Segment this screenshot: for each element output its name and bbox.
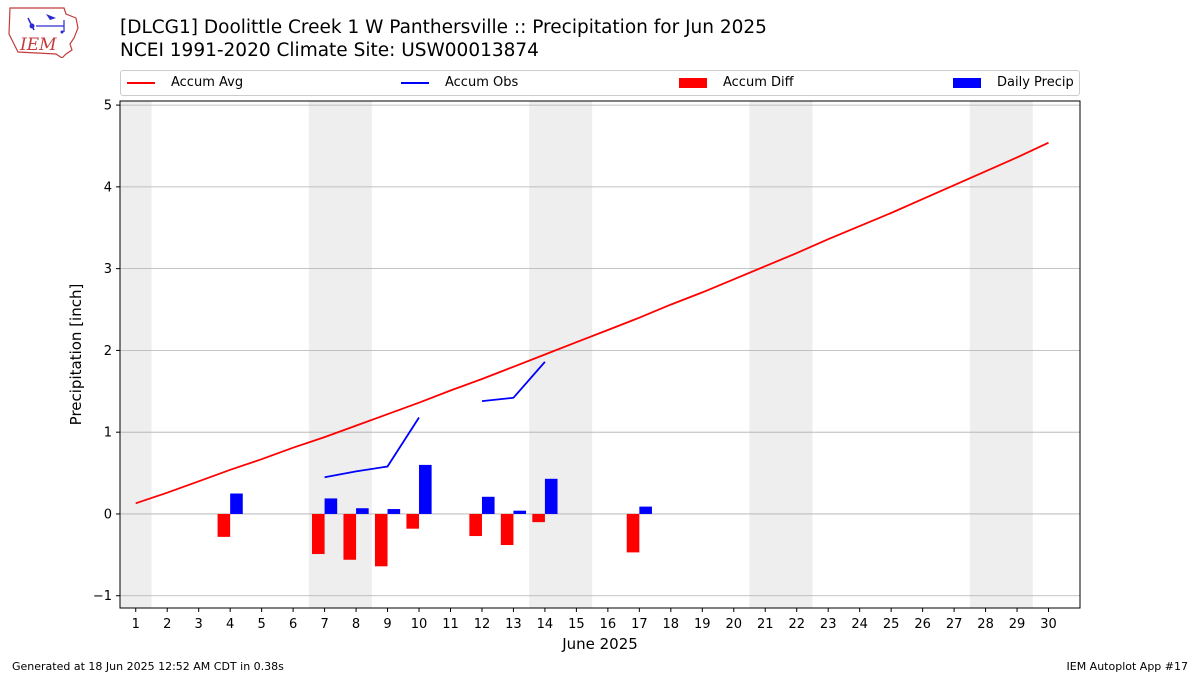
x-tick-label: 26: [914, 617, 931, 632]
bar-accum-diff: [406, 513, 420, 529]
y-tick-label: −1: [93, 589, 112, 604]
bar-accum-diff: [311, 513, 325, 555]
footer-generated: Generated at 18 Jun 2025 12:52 AM CDT in…: [12, 660, 284, 673]
line-accum-avg: [135, 141, 1049, 505]
bar-accum-diff: [532, 513, 545, 523]
x-tick-label: 23: [820, 617, 837, 632]
footer-app: IEM Autoplot App #17: [1066, 660, 1189, 673]
x-tick-label: 2: [163, 617, 171, 632]
bar-daily-precip: [544, 478, 558, 514]
x-tick-label: 7: [320, 617, 328, 632]
x-tick-label: 27: [946, 617, 963, 632]
legend-label-accum-diff: Accum Diff: [723, 75, 794, 90]
line-accum-obs: [324, 417, 420, 479]
x-tick-label: 17: [631, 617, 648, 632]
chart-legend: Accum Avg Accum Obs Accum Diff Daily Pre…: [120, 70, 1080, 96]
y-tick-label: 2: [104, 344, 112, 359]
x-tick-label: 20: [725, 617, 742, 632]
bar-accum-diff: [469, 513, 482, 537]
chart-title: [DLCG1] Doolittle Creek 1 W Panthersvill…: [120, 17, 767, 38]
x-tick-label: 16: [600, 617, 617, 632]
y-tick-label: 4: [104, 180, 112, 195]
weekend-shade: [969, 101, 1033, 608]
legend-swatch-accum-diff: [679, 78, 707, 88]
bar-accum-diff: [343, 513, 357, 560]
x-tick-label: 25: [883, 617, 900, 632]
x-tick-label: 22: [788, 617, 805, 632]
legend-swatch-accum-obs: [401, 82, 429, 84]
x-tick-label: 8: [352, 617, 360, 632]
bar-accum-diff: [374, 513, 388, 567]
legend-label-daily-precip: Daily Precip: [997, 75, 1074, 90]
y-tick-label: 3: [104, 262, 112, 277]
bar-daily-precip: [419, 464, 432, 514]
x-tick-label: 6: [289, 617, 297, 632]
y-tick-label: 5: [104, 99, 112, 114]
y-tick-label: 1: [104, 426, 112, 441]
bar-accum-diff: [217, 513, 231, 537]
x-tick-label: 18: [663, 617, 680, 632]
bar-daily-precip: [387, 509, 401, 514]
bar-daily-precip: [513, 510, 527, 514]
x-tick-label: 9: [383, 617, 391, 632]
x-tick-label: 29: [1009, 617, 1026, 632]
y-tick-label: 0: [104, 507, 112, 522]
x-tick-label: 15: [568, 617, 585, 632]
bar-daily-precip: [356, 508, 369, 514]
x-tick-label: 30: [1040, 617, 1057, 632]
chart-subtitle: NCEI 1991-2020 Climate Site: USW00013874: [120, 40, 539, 61]
x-tick-label: 14: [537, 617, 554, 632]
legend-swatch-daily-precip: [953, 78, 981, 88]
x-tick-label: 3: [195, 617, 203, 632]
x-tick-label: 10: [411, 617, 428, 632]
weekend-shade: [749, 101, 813, 608]
bar-accum-diff: [626, 513, 640, 553]
bar-accum-diff: [500, 513, 514, 546]
x-tick-label: 13: [505, 617, 522, 632]
bar-daily-precip: [324, 498, 338, 514]
plot-frame: [119, 100, 1081, 609]
y-axis-label: Precipitation [inch]: [67, 284, 85, 426]
x-tick-label: 21: [757, 617, 774, 632]
x-tick-label: 4: [226, 617, 234, 632]
x-tick-label: 19: [694, 617, 711, 632]
iem-logo: IEM: [8, 7, 79, 58]
x-tick-label: 28: [977, 617, 994, 632]
legend-swatch-accum-avg: [127, 82, 155, 84]
x-tick-label: 24: [851, 617, 868, 632]
x-tick-label: 12: [474, 617, 491, 632]
bar-daily-precip: [639, 506, 652, 514]
bar-daily-precip: [230, 493, 243, 514]
x-tick-label: 11: [442, 617, 459, 632]
weekend-shade: [529, 101, 593, 608]
svg-text:IEM: IEM: [19, 35, 57, 55]
x-axis-label: June 2025: [561, 635, 638, 653]
line-accum-obs: [481, 361, 546, 402]
x-tick-label: 5: [257, 617, 265, 632]
weekend-shade: [120, 101, 152, 608]
bar-daily-precip: [481, 496, 495, 514]
legend-label-accum-obs: Accum Obs: [445, 75, 519, 90]
x-tick-label: 1: [132, 617, 140, 632]
legend-label-accum-avg: Accum Avg: [171, 75, 244, 90]
